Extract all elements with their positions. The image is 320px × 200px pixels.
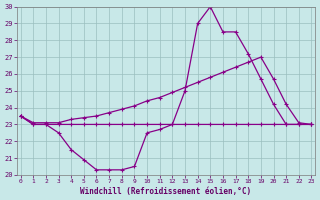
X-axis label: Windchill (Refroidissement éolien,°C): Windchill (Refroidissement éolien,°C) [80, 187, 252, 196]
